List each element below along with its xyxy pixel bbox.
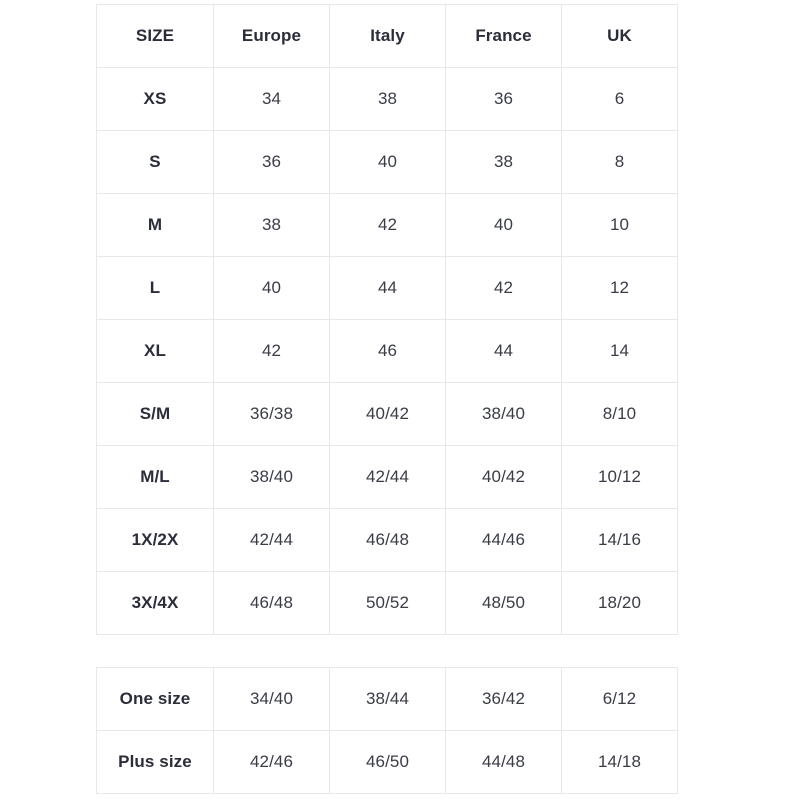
cell-uk: 14/18 [561, 730, 678, 794]
table-row: XS 34 38 36 6 [96, 67, 678, 131]
cell-europe: 42 [213, 319, 330, 383]
table-row: M/L 38/40 42/44 40/42 10/12 [96, 445, 678, 509]
primary-table-header: SIZE Europe Italy France UK [96, 4, 678, 68]
cell-italy: 40 [329, 130, 446, 194]
cell-europe: 46/48 [213, 571, 330, 635]
cell-france: 42 [445, 256, 562, 320]
cell-europe: 38 [213, 193, 330, 257]
cell-size: One size [96, 667, 214, 731]
table-row: S 36 40 38 8 [96, 130, 678, 194]
cell-uk: 10/12 [561, 445, 678, 509]
primary-table-body: XS 34 38 36 6 S 36 40 38 8 M 38 42 40 10 [96, 67, 678, 635]
table-header-row: SIZE Europe Italy France UK [96, 4, 678, 68]
secondary-size-conversion-table: One size 34/40 38/44 36/42 6/12 Plus siz… [96, 667, 678, 794]
cell-uk: 18/20 [561, 571, 678, 635]
cell-size: XS [96, 67, 214, 131]
cell-uk: 10 [561, 193, 678, 257]
cell-france: 36/42 [445, 667, 562, 731]
cell-france: 44 [445, 319, 562, 383]
cell-italy: 38 [329, 67, 446, 131]
table-row: S/M 36/38 40/42 38/40 8/10 [96, 382, 678, 446]
cell-size: M [96, 193, 214, 257]
table-row: One size 34/40 38/44 36/42 6/12 [96, 667, 678, 731]
cell-size: 3X/4X [96, 571, 214, 635]
column-header-europe: Europe [213, 4, 330, 68]
cell-size: S [96, 130, 214, 194]
table-row: 1X/2X 42/44 46/48 44/46 14/16 [96, 508, 678, 572]
cell-france: 44/48 [445, 730, 562, 794]
cell-italy: 40/42 [329, 382, 446, 446]
cell-uk: 8 [561, 130, 678, 194]
cell-italy: 46/50 [329, 730, 446, 794]
cell-size: L [96, 256, 214, 320]
table-row: M 38 42 40 10 [96, 193, 678, 257]
cell-italy: 46/48 [329, 508, 446, 572]
cell-france: 40 [445, 193, 562, 257]
cell-france: 40/42 [445, 445, 562, 509]
cell-europe: 40 [213, 256, 330, 320]
cell-uk: 14 [561, 319, 678, 383]
table-row: L 40 44 42 12 [96, 256, 678, 320]
cell-france: 48/50 [445, 571, 562, 635]
cell-size: XL [96, 319, 214, 383]
cell-france: 36 [445, 67, 562, 131]
table-row: Plus size 42/46 46/50 44/48 14/18 [96, 730, 678, 794]
cell-uk: 8/10 [561, 382, 678, 446]
cell-uk: 12 [561, 256, 678, 320]
cell-italy: 44 [329, 256, 446, 320]
cell-france: 38 [445, 130, 562, 194]
cell-europe: 36 [213, 130, 330, 194]
cell-europe: 34 [213, 67, 330, 131]
cell-italy: 42/44 [329, 445, 446, 509]
cell-uk: 14/16 [561, 508, 678, 572]
cell-size: S/M [96, 382, 214, 446]
column-header-size: SIZE [96, 4, 214, 68]
cell-europe: 42/46 [213, 730, 330, 794]
primary-size-conversion-table: SIZE Europe Italy France UK XS 34 38 36 … [96, 4, 678, 635]
cell-size: 1X/2X [96, 508, 214, 572]
cell-italy: 50/52 [329, 571, 446, 635]
cell-france: 38/40 [445, 382, 562, 446]
cell-uk: 6/12 [561, 667, 678, 731]
cell-europe: 36/38 [213, 382, 330, 446]
table-row: 3X/4X 46/48 50/52 48/50 18/20 [96, 571, 678, 635]
cell-italy: 38/44 [329, 667, 446, 731]
cell-europe: 38/40 [213, 445, 330, 509]
secondary-table-body: One size 34/40 38/44 36/42 6/12 Plus siz… [96, 667, 678, 794]
column-header-italy: Italy [329, 4, 446, 68]
cell-europe: 34/40 [213, 667, 330, 731]
cell-italy: 46 [329, 319, 446, 383]
cell-france: 44/46 [445, 508, 562, 572]
cell-size: Plus size [96, 730, 214, 794]
column-header-uk: UK [561, 4, 678, 68]
cell-europe: 42/44 [213, 508, 330, 572]
column-header-france: France [445, 4, 562, 68]
cell-italy: 42 [329, 193, 446, 257]
cell-size: M/L [96, 445, 214, 509]
table-row: XL 42 46 44 14 [96, 319, 678, 383]
cell-uk: 6 [561, 67, 678, 131]
